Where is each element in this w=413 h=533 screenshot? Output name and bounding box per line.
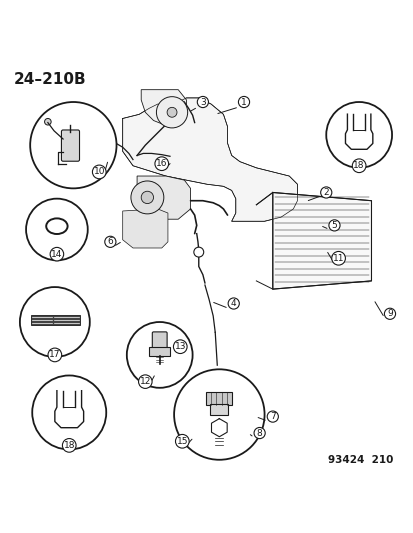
- Polygon shape: [141, 90, 186, 125]
- Circle shape: [141, 191, 153, 204]
- Circle shape: [32, 375, 106, 449]
- Circle shape: [193, 247, 203, 257]
- Text: 12: 12: [139, 377, 151, 386]
- Circle shape: [131, 181, 164, 214]
- Text: 93424  210: 93424 210: [328, 455, 393, 465]
- Circle shape: [20, 287, 90, 357]
- Text: 15: 15: [176, 437, 188, 446]
- Text: 8: 8: [256, 429, 262, 438]
- Text: 5: 5: [331, 221, 337, 230]
- Polygon shape: [272, 192, 370, 289]
- Text: 7: 7: [269, 412, 275, 421]
- Text: 13: 13: [174, 342, 185, 351]
- Circle shape: [45, 118, 51, 125]
- Text: 9: 9: [386, 309, 392, 318]
- Circle shape: [30, 102, 116, 188]
- Text: 18: 18: [353, 161, 364, 170]
- Circle shape: [156, 96, 187, 128]
- Text: 6: 6: [107, 237, 113, 246]
- Text: 16: 16: [156, 159, 167, 168]
- Text: 2: 2: [323, 188, 328, 197]
- Text: 18: 18: [63, 441, 75, 450]
- FancyBboxPatch shape: [61, 130, 79, 161]
- Circle shape: [126, 322, 192, 388]
- Bar: [206, 392, 232, 405]
- Bar: [31, 315, 80, 325]
- Text: 3: 3: [199, 98, 205, 107]
- Circle shape: [174, 369, 264, 460]
- Polygon shape: [137, 176, 190, 219]
- Bar: [210, 404, 228, 415]
- Text: 14: 14: [51, 249, 62, 259]
- Text: 1: 1: [240, 98, 246, 107]
- Polygon shape: [122, 98, 297, 221]
- Circle shape: [26, 199, 88, 260]
- Text: 11: 11: [332, 254, 344, 263]
- Circle shape: [167, 107, 176, 117]
- Text: 10: 10: [93, 167, 105, 176]
- Bar: [149, 347, 170, 356]
- Circle shape: [325, 102, 391, 168]
- Text: 17: 17: [49, 350, 60, 359]
- FancyBboxPatch shape: [152, 332, 167, 350]
- Text: 4: 4: [230, 299, 236, 308]
- Polygon shape: [122, 209, 168, 248]
- Text: 24–210B: 24–210B: [14, 72, 86, 87]
